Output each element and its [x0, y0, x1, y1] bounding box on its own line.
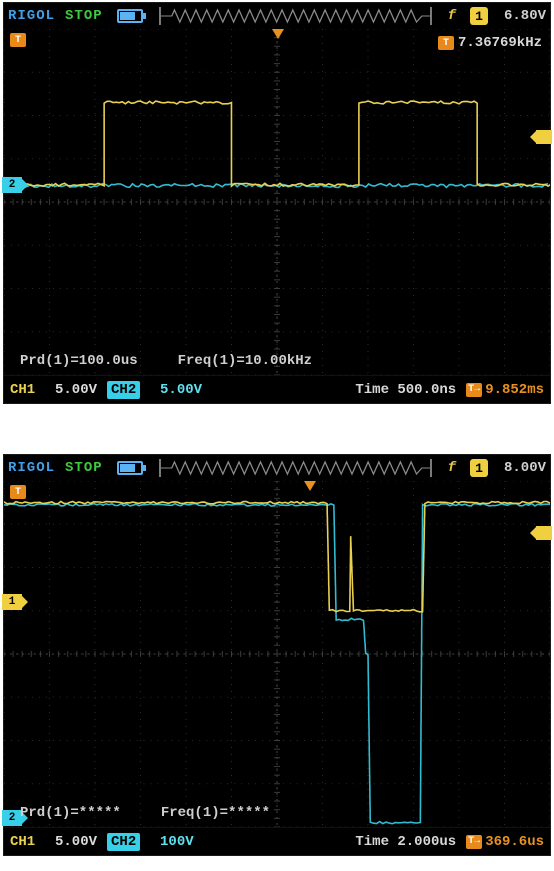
frequency-measurement: Freq(1)=*****: [161, 805, 270, 821]
battery-icon: [117, 9, 143, 23]
ch2-ground-marker: 2: [2, 177, 22, 193]
frequency-value: 7.36769kHz: [458, 35, 542, 51]
ch1-ground-marker: 1: [2, 594, 22, 610]
grid-svg: [4, 29, 550, 375]
measurement-readout: Prd(1)=***** Freq(1)=*****: [20, 805, 270, 821]
ch1-scale-value: 5.00V: [55, 834, 97, 850]
memory-overview: [159, 459, 432, 477]
trigger-position-badge: T: [10, 485, 26, 499]
ch2-tag: CH2: [107, 381, 140, 399]
trigger-level-marker: [536, 130, 552, 144]
timebase-value: Time 2.000us: [355, 834, 456, 850]
ch1-scale: CH1 ⎓ 5.00V: [10, 382, 97, 398]
header-bar: RIGOL STOP f 1 8.00V: [4, 455, 550, 481]
trigger-slope-icon: f: [448, 8, 456, 24]
ch2-scale: CH2 ⎓ 5.00V: [107, 381, 202, 399]
ch2-scale-value: 5.00V: [160, 382, 202, 398]
run-status: STOP: [65, 460, 103, 476]
measurement-readout: Prd(1)=100.0us Freq(1)=10.00kHz: [20, 353, 312, 369]
ch1-coupling-icon: ⎓: [41, 384, 49, 396]
waveform-grid: T Prd(1)=***** Freq(1)=***** 1 2: [4, 481, 550, 827]
oscilloscope-screenshot-2: RIGOL STOP f 1 8.00V T Prd(1)=***** Freq…: [3, 454, 551, 856]
delay-icon: T→: [466, 835, 482, 849]
timebase-value: Time 500.0ns: [355, 382, 456, 398]
run-status: STOP: [65, 8, 103, 24]
delay-value: 9.852ms: [485, 382, 544, 398]
trigger-slope-icon: f: [448, 460, 456, 476]
ch2-ground-marker: 2: [2, 810, 22, 826]
trigger-level-marker: [536, 526, 552, 540]
trigger-time-marker: [272, 29, 284, 39]
delay-value: 369.6us: [485, 834, 544, 850]
trigger-position-badge: T: [10, 33, 26, 47]
delay-icon: T→: [466, 383, 482, 397]
ch1-scale: CH1 ⎓ 5.00V: [10, 834, 97, 850]
ch2-coupling-icon: ⎓: [146, 836, 154, 848]
period-measurement: Prd(1)=*****: [20, 805, 121, 821]
ch2-coupling-icon: ⎓: [146, 384, 154, 396]
trigger-time-marker: [304, 481, 316, 491]
trigger-level-value: 8.00V: [504, 460, 546, 476]
trigger-level-value: 6.80V: [504, 8, 546, 24]
trigger-delay: T→ 369.6us: [466, 834, 544, 850]
counter-icon: T: [438, 36, 454, 50]
ch1-tag: CH1: [10, 834, 35, 850]
ch1-tag: CH1: [10, 382, 35, 398]
ch2-scale-value: 100V: [160, 834, 194, 850]
ch1-coupling-icon: ⎓: [41, 836, 49, 848]
trigger-source-badge: 1: [470, 7, 488, 25]
period-measurement: Prd(1)=100.0us: [20, 353, 138, 369]
footer-bar: CH1 ⎓ 5.00V CH2 ⎓ 5.00V Time 500.0ns T→ …: [4, 375, 550, 403]
frequency-counter: T 7.36769kHz: [438, 35, 542, 51]
memory-overview: [159, 7, 432, 25]
ch2-scale: CH2 ⎓ 100V: [107, 833, 194, 851]
brand-label: RIGOL: [8, 460, 55, 476]
waveform-grid: T T 7.36769kHz Prd(1)=100.0us Freq(1)=10…: [4, 29, 550, 375]
battery-icon: [117, 461, 143, 475]
ch1-scale-value: 5.00V: [55, 382, 97, 398]
header-bar: RIGOL STOP f 1 6.80V: [4, 3, 550, 29]
trigger-delay: T→ 9.852ms: [466, 382, 544, 398]
brand-label: RIGOL: [8, 8, 55, 24]
frequency-measurement: Freq(1)=10.00kHz: [178, 353, 312, 369]
ch2-tag: CH2: [107, 833, 140, 851]
grid-svg: [4, 481, 550, 827]
trigger-source-badge: 1: [470, 459, 488, 477]
oscilloscope-screenshot-1: RIGOL STOP f 1 6.80V T T 7.36769kHz Prd(…: [3, 2, 551, 404]
footer-bar: CH1 ⎓ 5.00V CH2 ⎓ 100V Time 2.000us T→ 3…: [4, 827, 550, 855]
